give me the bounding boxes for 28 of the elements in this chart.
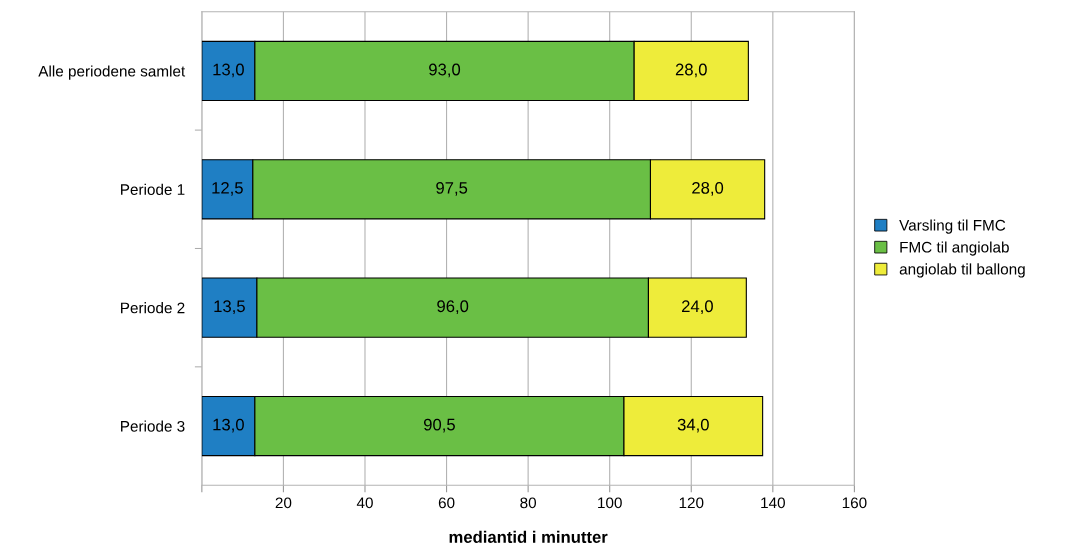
data-label: 12,5 [212,181,243,196]
x-tick-label: 120 [679,497,704,509]
data-label: 13,5 [214,300,245,315]
data-label: 93,0 [429,63,461,78]
x-axis-title: mediantid i minutter [449,530,608,543]
data-label: 90,5 [423,418,455,433]
y-tick-label: Periode 3 [121,420,185,432]
data-label: 28,0 [675,63,707,78]
x-tick-label: 140 [761,497,785,509]
x-tick-label: 80 [520,497,537,509]
x-tick-label: 40 [356,497,373,509]
data-label: 24,0 [682,300,713,315]
y-tick-label: Alle periodene samlet [38,65,186,80]
data-label: 96,0 [437,300,469,315]
legend-label: FMC til angiolab [900,241,1009,256]
data-label: 97,5 [436,181,468,196]
x-tick-label: 100 [598,497,622,509]
x-tick-label: 20 [275,497,292,509]
data-label: 34,0 [677,418,709,433]
y-tick-label: Periode 2 [121,302,185,314]
data-label: 28,0 [692,181,724,196]
legend-label: Varsling til FMC [899,219,1006,234]
data-label: 13,0 [213,63,244,78]
data-label: 13,0 [213,418,244,433]
x-tick-label: 160 [842,497,867,509]
legend-label: angiolab til ballong [899,263,1025,278]
y-tick-label: Periode 1 [121,183,185,195]
x-tick-label: 60 [438,497,455,509]
